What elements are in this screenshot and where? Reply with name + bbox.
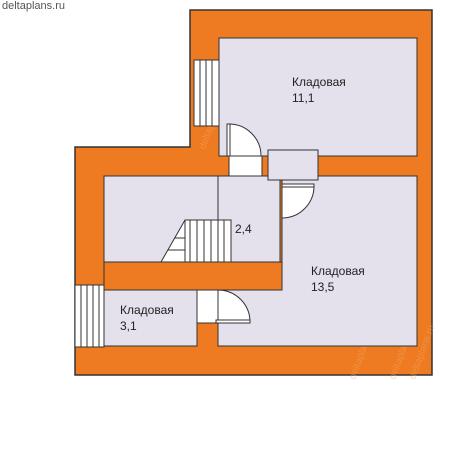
door-opening-top [228, 155, 263, 177]
room-name-storage-small: Кладовая [120, 303, 174, 317]
door-swing-top [228, 123, 262, 157]
partition-wall-low [103, 261, 283, 291]
room-area-storage-small: 3,1 [120, 319, 137, 333]
room-area-storage-top: 11,1 [292, 91, 315, 105]
door-leaf-small [215, 319, 251, 324]
room-name-storage-top: Кладовая [292, 75, 346, 89]
door-leaf-hall [281, 183, 315, 188]
door-leaf-top [226, 123, 231, 157]
room-area-hall: 2,4 [235, 222, 252, 236]
room-storage-small [103, 289, 198, 347]
room-name-storage-big: Кладовая [311, 264, 365, 278]
entrance-steps-bottom [74, 284, 105, 348]
passage-fill [269, 154, 317, 178]
entrance-steps-top [193, 59, 220, 127]
door-swing-hall [281, 185, 315, 219]
site-label: deltaplans.ru [2, 0, 65, 12]
interior-staircase [160, 219, 232, 263]
room-area-storage-big: 13,5 [311, 280, 335, 294]
door-opening-small [196, 289, 219, 324]
